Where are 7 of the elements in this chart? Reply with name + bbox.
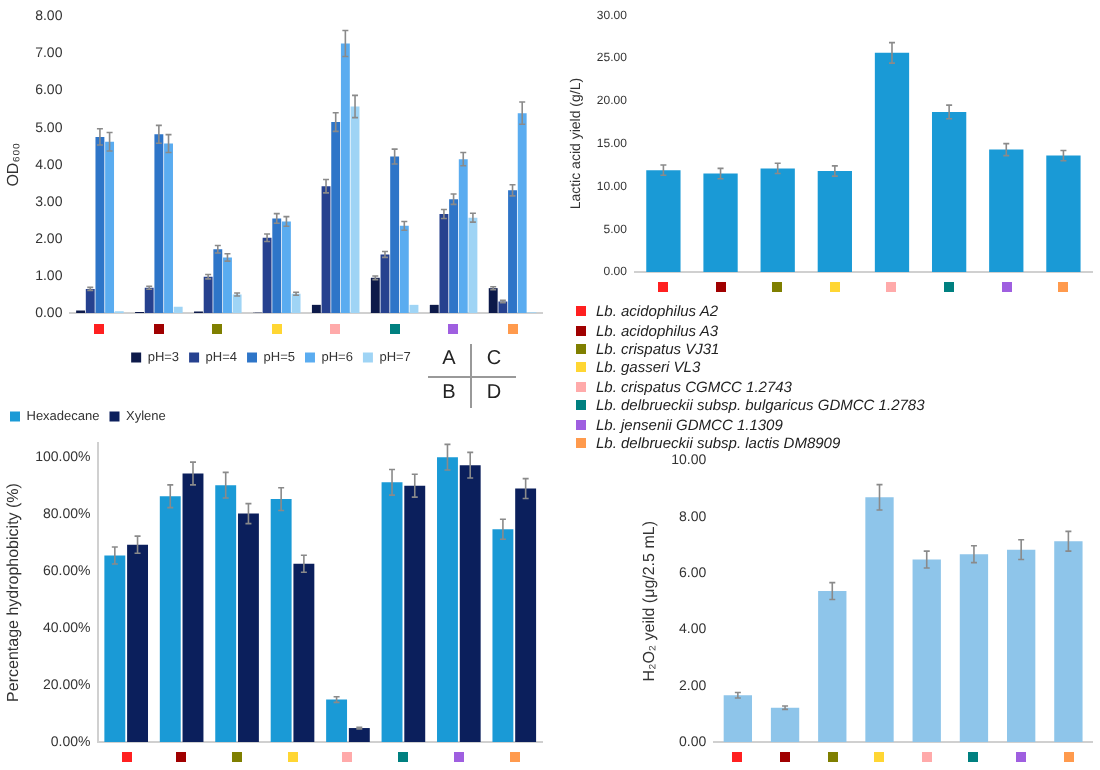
y-axis-title: OD₆₀₀ [4,142,23,187]
y-axis-title: Percentage hydrophobicity (%) [4,482,23,702]
text: B [428,377,472,408]
y-axis-title: H₂O₂ yeild (μg/2.5 mL) [640,520,659,682]
text: D [484,379,504,407]
text: C [472,344,516,377]
text: A [428,344,472,377]
